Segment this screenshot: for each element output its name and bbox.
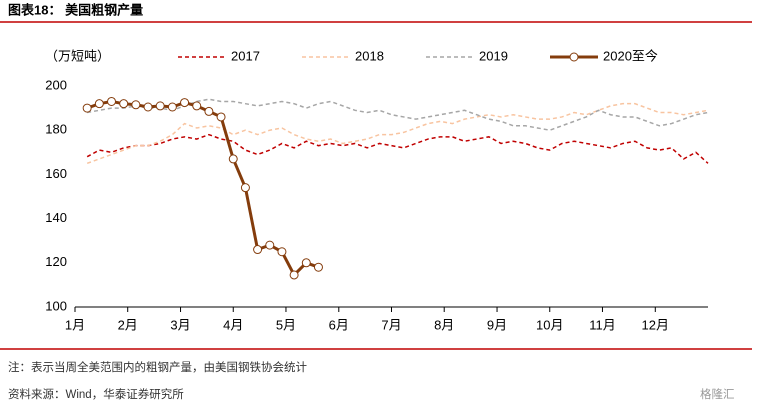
x-tick-label: 10月 — [536, 317, 563, 332]
point — [277, 247, 287, 257]
point — [119, 99, 129, 109]
y-tick-label: 140 — [45, 210, 67, 225]
y-tick-label: 200 — [45, 77, 67, 92]
point — [301, 258, 311, 268]
x-tick-label: 1月 — [65, 317, 85, 332]
x-tick-label: 7月 — [381, 317, 401, 332]
legend-marker — [569, 52, 579, 62]
watermark: 格隆汇 — [700, 387, 735, 401]
series-line — [86, 133, 709, 164]
x-tick-label: 3月 — [170, 317, 190, 332]
x-tick-label: 6月 — [329, 317, 349, 332]
source: 资料来源：Wind，华泰证券研究所 — [8, 387, 184, 401]
point — [143, 102, 153, 112]
legend-label: 2018 — [355, 48, 384, 63]
y-tick-label: 120 — [45, 254, 67, 269]
x-tick-label: 9月 — [487, 317, 507, 332]
legend-label: 2017 — [231, 48, 260, 63]
x-tick-label: 4月 — [223, 317, 243, 332]
chart-title: 图表18： 美国粗钢产量 — [8, 2, 143, 17]
point — [313, 262, 323, 272]
note: 注：表示当周全美范围内的粗钢产量，由美国钢铁协会统计 — [8, 360, 307, 374]
y-axis-label: （万短吨） — [45, 48, 110, 63]
point — [192, 101, 202, 111]
point — [107, 96, 117, 106]
y-tick-label: 160 — [45, 166, 67, 181]
y-tick-label: 180 — [45, 122, 67, 137]
legend-label: 2020至今 — [603, 48, 658, 63]
x-tick-label: 11月 — [589, 317, 616, 332]
x-tick-label: 8月 — [434, 317, 454, 332]
point — [94, 99, 104, 109]
point — [82, 103, 92, 113]
point — [155, 101, 165, 111]
y-tick-label: 100 — [45, 298, 67, 313]
point — [131, 100, 141, 110]
point — [228, 154, 238, 164]
x-tick-label: 12月 — [642, 317, 669, 332]
point — [216, 112, 226, 122]
x-tick-label: 2月 — [118, 317, 138, 332]
point — [180, 98, 190, 108]
point — [167, 102, 177, 112]
point — [240, 183, 250, 193]
point — [204, 106, 214, 116]
legend-label: 2019 — [479, 48, 508, 63]
point — [265, 240, 275, 250]
point — [253, 245, 263, 255]
series-line — [86, 102, 709, 165]
point — [289, 270, 299, 280]
x-tick-label: 5月 — [276, 317, 296, 332]
